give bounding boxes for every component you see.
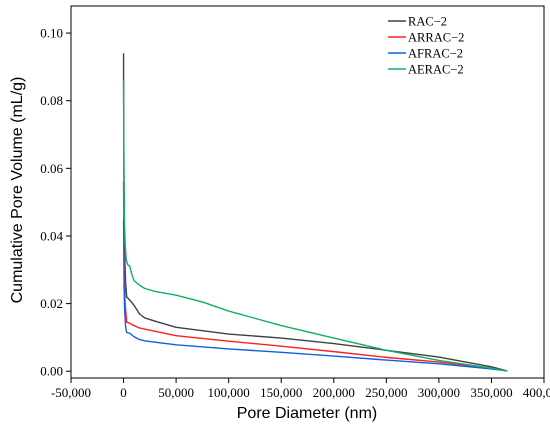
x-tick-label: 50,000 <box>158 385 194 400</box>
y-axis-ticks: 0.00 0.02 0.04 0.06 0.08 0.10 <box>40 26 71 379</box>
series-line <box>122 80 508 372</box>
x-tick-label: -50,000 <box>51 385 91 400</box>
legend-label: ARRAC−2 <box>408 31 464 45</box>
legend-label: AFRAC−2 <box>408 47 463 61</box>
x-tick-label: 250,000 <box>365 385 407 400</box>
legend: RAC−2 ARRAC−2 AFRAC−2 AERAC−2 <box>388 15 464 77</box>
y-axis-title: Cumulative Pore Volume (mL/g) <box>9 77 26 304</box>
y-tick-label: 0.02 <box>40 296 63 311</box>
x-tick-label: 350,000 <box>470 385 512 400</box>
legend-label: RAC−2 <box>408 15 447 29</box>
y-tick-label: 0.06 <box>40 161 63 176</box>
y-tick-label: 0.08 <box>40 93 63 108</box>
x-tick-label: 150,000 <box>260 385 302 400</box>
x-tick-label: 400,000 <box>523 385 550 400</box>
x-axis-title: Pore Diameter (nm) <box>237 405 377 422</box>
series-lines <box>122 53 508 372</box>
plot-frame <box>70 5 545 379</box>
series-line <box>122 181 508 372</box>
legend-label: AERAC−2 <box>408 63 464 77</box>
y-tick-label: 0.04 <box>40 228 63 243</box>
x-tick-label: 200,000 <box>313 385 355 400</box>
y-tick-label: 0.10 <box>40 26 63 41</box>
x-tick-label: 100,000 <box>208 385 250 400</box>
x-axis-ticks: -50,000 0 50,000 100,000 150,000 200,000 250,0… <box>51 378 550 400</box>
x-tick-label: 0 <box>120 385 127 400</box>
x-tick-label: 300,000 <box>418 385 460 400</box>
y-tick-label: 0.00 <box>40 364 63 379</box>
series-line <box>122 53 508 372</box>
series-line <box>122 219 508 372</box>
